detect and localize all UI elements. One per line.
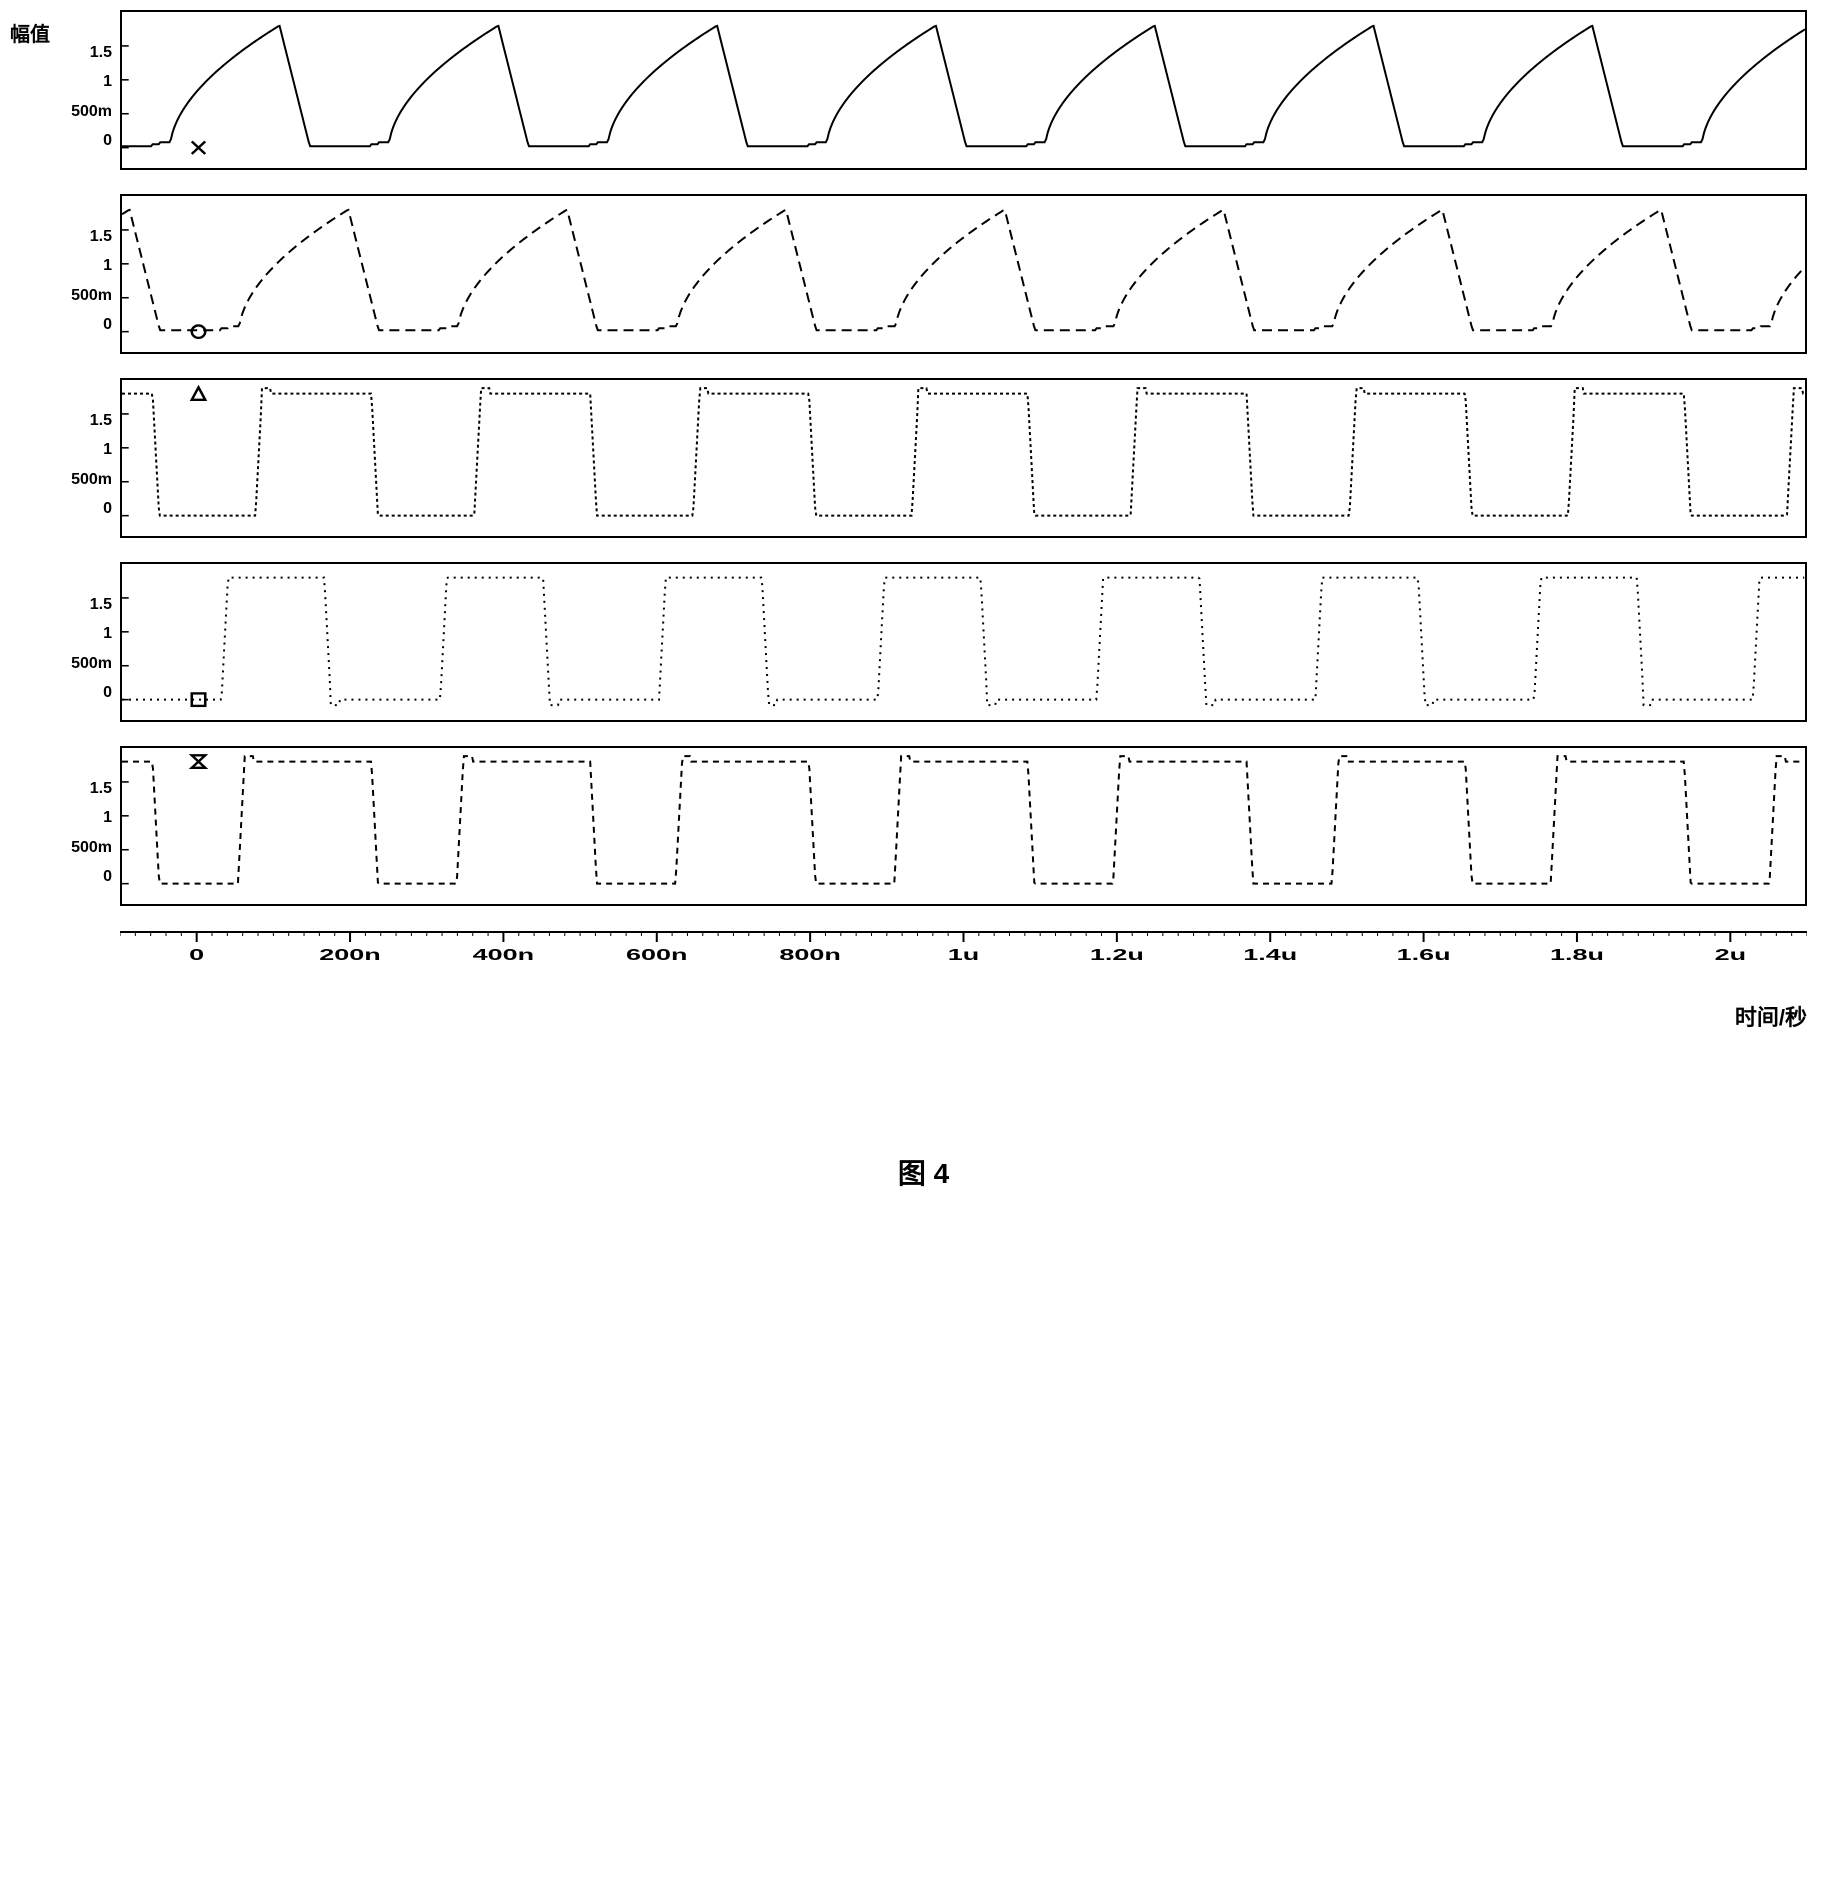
x-tick-label: 1u xyxy=(948,946,979,964)
y-tick-label: 1.5 xyxy=(90,413,112,429)
x-tick-label: 1.2u xyxy=(1090,946,1144,964)
waveform-trace xyxy=(122,388,1804,516)
panel-2 xyxy=(120,194,1807,354)
y-tick-label: 1 xyxy=(103,258,112,274)
x-tick-label: 1.4u xyxy=(1243,946,1297,964)
x-axis-row: 0 200n 400n 600n 800n 1u 1.2u 1.4u 1.6u 1.8u 2u xyxy=(60,930,1807,970)
panel-stack: 1.51500m01.51500m01.51500m01.51500m01.51… xyxy=(60,10,1807,906)
y-tick-label: 1 xyxy=(103,810,112,826)
y-tick-label: 1 xyxy=(103,74,112,90)
panel-5 xyxy=(120,746,1807,906)
figure-caption: 图 4 xyxy=(10,1152,1837,1192)
panel-4 xyxy=(120,562,1807,722)
figure: 幅值 1.51500m01.51500m01.51500m01.51500m01… xyxy=(10,10,1837,1192)
y-tick-label: 0 xyxy=(103,317,112,333)
x-tick-label: 0 xyxy=(189,946,204,964)
y-tick-label: 1.5 xyxy=(90,781,112,797)
panel-row: 1.5 1 500m 0 xyxy=(60,746,1807,906)
panel-row: 1.5 1 500m 0 xyxy=(60,10,1807,170)
y-tick-label: 1 xyxy=(103,442,112,458)
y-tick-labels: 1.5 1 500m 0 xyxy=(60,194,120,354)
panel-3 xyxy=(120,378,1807,538)
x-axis: 0 200n 400n 600n 800n 1u 1.2u 1.4u 1.6u 1.8u 2u xyxy=(120,930,1807,970)
y-tick-label: 500m xyxy=(71,472,112,488)
y-tick-label: 1 xyxy=(103,626,112,642)
panel-row: 1.5 1 500m 0 xyxy=(60,562,1807,722)
y-tick-label: 0 xyxy=(103,501,112,517)
y-tick-label: 1.5 xyxy=(90,229,112,245)
y-tick-label: 1.5 xyxy=(90,597,112,613)
panel-row: 1.5 1 500m 0 xyxy=(60,194,1807,354)
x-tick-label: 1.6u xyxy=(1397,946,1451,964)
x-tick-label: 1.8u xyxy=(1550,946,1604,964)
y-tick-labels: 1.5 1 500m 0 xyxy=(60,378,120,538)
y-tick-label: 500m xyxy=(71,656,112,672)
y-tick-label: 1.5 xyxy=(90,45,112,61)
panel-row: 1.5 1 500m 0 xyxy=(60,378,1807,538)
waveform-trace xyxy=(122,26,1805,146)
trace-marker xyxy=(192,325,205,337)
panel-1 xyxy=(120,10,1807,170)
y-tick-label: 500m xyxy=(71,840,112,856)
x-tick-label: 200n xyxy=(319,946,380,964)
y-tick-labels: 1.5 1 500m 0 xyxy=(60,10,120,170)
trace-marker xyxy=(192,755,205,767)
waveform-trace xyxy=(122,210,1805,330)
x-tick-label: 600n xyxy=(626,946,687,964)
waveform-trace xyxy=(122,756,1804,884)
x-tick-label: 2u xyxy=(1715,946,1746,964)
y-tick-label: 0 xyxy=(103,869,112,885)
y-tick-label: 0 xyxy=(103,133,112,149)
y-tick-label: 500m xyxy=(71,288,112,304)
x-tick-label: 400n xyxy=(473,946,534,964)
x-tick-label: 800n xyxy=(779,946,840,964)
y-tick-label: 500m xyxy=(71,104,112,120)
trace-marker xyxy=(192,141,205,153)
y-tick-labels: 1.5 1 500m 0 xyxy=(60,562,120,722)
y-tick-label: 0 xyxy=(103,685,112,701)
waveform-trace xyxy=(122,578,1804,705)
y-axis-title: 幅值 xyxy=(10,18,50,47)
y-tick-labels: 1.5 1 500m 0 xyxy=(60,746,120,906)
x-axis-title: 时间/秒 xyxy=(10,1000,1807,1032)
trace-marker xyxy=(192,387,205,399)
